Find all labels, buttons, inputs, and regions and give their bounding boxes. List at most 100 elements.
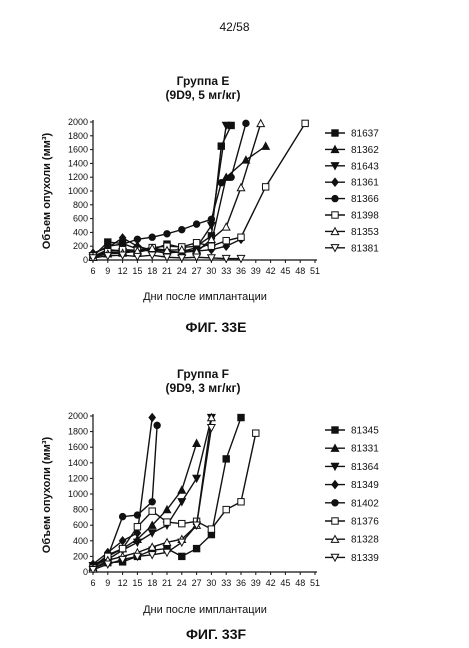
chart-figure-33e: Группа E (9D9, 5 мг/кг) 0 200 400 600 800 100…: [41, 74, 379, 335]
y-tick-label: 1600: [68, 145, 88, 155]
data-point-s0-p9: [217, 142, 225, 150]
y-tick-label: 200: [73, 551, 88, 561]
y-tick-label: 1400: [68, 458, 88, 468]
data-point-s7-p7: [192, 253, 202, 262]
data-point-s4-p3: [133, 511, 142, 519]
data-point-s5-p11: [252, 429, 260, 437]
data-point-s2-p4: [147, 529, 157, 538]
y-tick-label: 1200: [68, 172, 88, 182]
data-point-s4-p11: [242, 119, 250, 128]
legend-item-81345: 81345: [325, 426, 379, 437]
y-tick-label: 400: [73, 227, 88, 237]
x-tick-label: 45: [280, 578, 290, 588]
data-point-s7-p5: [162, 253, 172, 262]
y-tick-label: 0: [83, 567, 88, 577]
data-point-s7-p6: [177, 538, 187, 548]
legend-label: 81349: [351, 480, 379, 491]
x-tick-label: 48: [295, 578, 305, 588]
y-tick-label: 0: [83, 255, 88, 265]
data-point-s1-p10: [241, 155, 251, 164]
figure-caption: ФИГ. 33F: [186, 626, 247, 642]
x-tick-label: 21: [162, 266, 172, 276]
legend-label: 81339: [351, 553, 379, 564]
data-point-s6-p6: [177, 244, 187, 254]
data-point-s2-plegend: [330, 162, 340, 171]
x-tick-label: 39: [251, 578, 261, 588]
data-point-s1-plegend: [330, 443, 340, 452]
data-point-s6-plegend: [330, 226, 340, 236]
data-point-s4-p4: [148, 233, 156, 241]
data-point-s5-p9: [222, 505, 230, 514]
data-point-s1-p11: [261, 141, 271, 150]
x-tick-label: 15: [132, 578, 142, 588]
x-tick-label: 6: [90, 266, 95, 276]
data-point-s7-p1: [103, 560, 113, 569]
data-point-s5-p3: [133, 523, 142, 531]
x-tick-label: 18: [147, 578, 157, 588]
data-point-s1-p4: [147, 520, 157, 529]
x-tick-label: 27: [192, 266, 202, 276]
legend-item-81643: 81643: [325, 161, 379, 172]
data-point-s0-plegend: [331, 426, 339, 434]
y-tick-label: 2000: [68, 117, 88, 127]
data-point-s7-p9: [221, 254, 231, 264]
legend-item-81398: 81398: [325, 211, 379, 222]
data-point-s3-p2: [118, 535, 127, 546]
x-tick-label: 30: [206, 578, 216, 588]
data-point-s5-p4: [148, 507, 156, 515]
legend-label: 81398: [351, 211, 379, 222]
data-point-s6-p10: [236, 182, 246, 192]
x-tick-label: 12: [118, 578, 128, 588]
data-point-s4-p3: [133, 235, 142, 244]
legend-label: 81381: [351, 243, 379, 254]
x-tick-label: 21: [162, 578, 172, 588]
legend-label: 81402: [351, 498, 379, 509]
legend-item-81353: 81353: [325, 226, 379, 238]
legend-label: 81328: [351, 535, 379, 546]
data-point-s3-plegend: [331, 177, 339, 188]
data-point-s1-p7: [192, 438, 202, 447]
legend-item-81361: 81361: [325, 177, 379, 189]
legend-label: 81345: [351, 426, 379, 437]
figure-caption: ФИГ. 33E: [186, 319, 247, 335]
data-point-s1-p5: [162, 504, 172, 514]
y-axis-label: Объем опухоли (мм³): [41, 436, 53, 553]
data-point-s5-p10: [237, 233, 245, 241]
legend-item-81637: 81637: [325, 129, 379, 140]
x-tick-label: 9: [105, 578, 110, 588]
data-point-s5-p5: [163, 518, 171, 526]
x-tick-label: 6: [90, 578, 95, 588]
data-point-s6-p8: [206, 412, 216, 422]
data-point-s0-p10: [237, 413, 245, 422]
x-tick-label: 42: [266, 266, 276, 276]
x-tick-label: 27: [192, 578, 202, 588]
y-tick-label: 1600: [68, 442, 88, 452]
data-point-s7-p1: [103, 252, 113, 261]
legend-label: 81353: [351, 227, 379, 238]
legend-item-81364: 81364: [325, 462, 379, 473]
y-tick-label: 600: [73, 520, 88, 530]
data-point-s4-p9: [217, 179, 225, 187]
data-point-s5-p10: [237, 498, 245, 506]
data-point-s5-p9: [222, 236, 230, 245]
series-81381: [88, 251, 246, 264]
legend-label: 81361: [351, 178, 379, 189]
x-tick-label: 18: [147, 266, 157, 276]
x-tick-label: 48: [295, 266, 305, 276]
data-point-s7-p7: [192, 521, 202, 530]
legend-label: 81376: [351, 517, 379, 528]
data-point-s0-p6: [178, 552, 186, 561]
legend-label: 81364: [351, 462, 379, 473]
data-point-s7-p4: [147, 251, 157, 260]
data-point-s2-p7: [192, 474, 202, 484]
data-point-s0-p9: [222, 455, 230, 463]
y-tick-label: 800: [73, 505, 88, 515]
y-tick-label: 2000: [68, 411, 88, 421]
x-axis-label: Дни после имплантации: [143, 604, 267, 616]
y-tick-label: 200: [73, 241, 88, 251]
legend-label: 81637: [351, 129, 379, 140]
data-point-s7-plegend: [330, 553, 340, 563]
page-number: 42/58: [219, 20, 250, 34]
